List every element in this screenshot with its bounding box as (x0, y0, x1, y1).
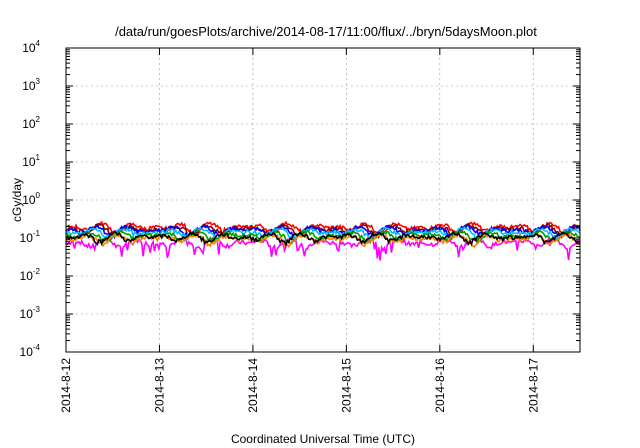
y-tick-label: 10-2 (20, 267, 41, 283)
series-line (65, 236, 581, 261)
y-tick-label: 103 (22, 77, 40, 93)
x-tick-label: 2014-8-14 (246, 358, 260, 413)
y-tick-label: 104 (22, 39, 40, 55)
y-tick-label: 10-4 (20, 343, 41, 359)
y-tick-labels: 104 103 102 101 100 10-1 10-2 10-3 10-4 (20, 39, 41, 359)
grid (65, 47, 580, 353)
x-tick-label: 2014-8-15 (339, 358, 353, 413)
x-axis-label: Coordinated Universal Time (UTC) (231, 432, 415, 446)
chart-title: /data/run/goesPlots/archive/2014-08-17/1… (115, 24, 537, 39)
y-tick-label: 101 (22, 153, 40, 169)
ticks (65, 47, 580, 353)
y-axis-label: cGy/day (10, 178, 24, 222)
y-tick-label: 10-3 (20, 305, 41, 321)
series-group (65, 220, 581, 261)
x-tick-label: 2014-8-13 (152, 358, 166, 413)
x-tick-label: 2014-8-17 (526, 358, 540, 413)
y-tick-label: 100 (22, 191, 40, 207)
x-tick-label: 2014-8-12 (59, 358, 73, 413)
x-tick-label: 2014-8-16 (433, 358, 447, 413)
y-tick-label: 102 (22, 115, 40, 131)
series-line (65, 225, 581, 243)
y-tick-label: 10-1 (20, 229, 41, 245)
series-line (65, 230, 581, 248)
x-tick-labels: 2014-8-12 2014-8-13 2014-8-14 2014-8-15 2014… (59, 358, 540, 413)
